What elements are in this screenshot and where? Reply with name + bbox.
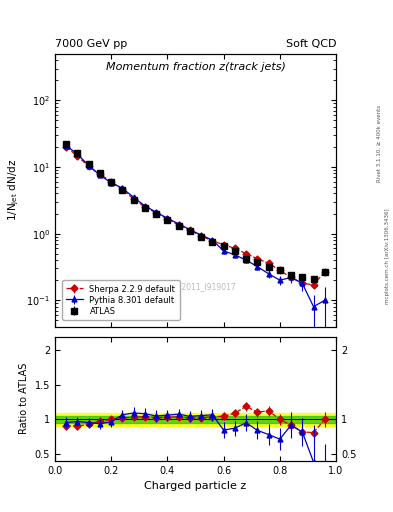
Text: Momentum fraction z(track jets): Momentum fraction z(track jets) [106,62,285,72]
X-axis label: Charged particle z: Charged particle z [144,481,247,491]
Legend: Sherpa 2.2.9 default, Pythia 8.301 default, ATLAS: Sherpa 2.2.9 default, Pythia 8.301 defau… [62,281,180,320]
Text: Rivet 3.1.10, ≥ 400k events: Rivet 3.1.10, ≥ 400k events [377,105,382,182]
Text: Soft QCD: Soft QCD [286,38,336,49]
Text: ATLAS_2011_I919017: ATLAS_2011_I919017 [154,282,237,291]
Y-axis label: Ratio to ATLAS: Ratio to ATLAS [19,363,29,435]
Text: 7000 GeV pp: 7000 GeV pp [55,38,127,49]
Y-axis label: 1/N$_\mathrm{jet}$ dN/dz: 1/N$_\mathrm{jet}$ dN/dz [6,159,21,222]
Text: mcplots.cern.ch [arXiv:1306.3436]: mcplots.cern.ch [arXiv:1306.3436] [385,208,389,304]
